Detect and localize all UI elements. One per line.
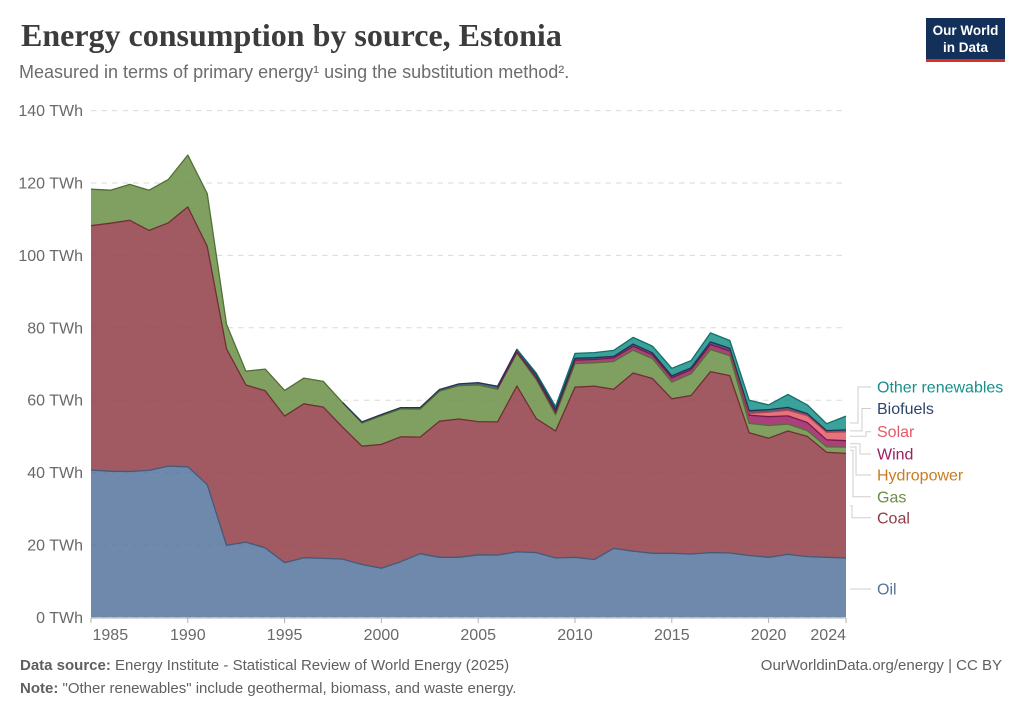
svg-text:2020: 2020 [751, 627, 787, 644]
svg-text:1985: 1985 [93, 627, 129, 644]
svg-text:Gas: Gas [877, 489, 906, 506]
svg-text:80 TWh: 80 TWh [27, 320, 83, 337]
svg-text:100 TWh: 100 TWh [18, 248, 83, 265]
svg-text:2015: 2015 [654, 627, 690, 644]
svg-text:2010: 2010 [557, 627, 593, 644]
svg-text:2000: 2000 [364, 627, 400, 644]
svg-text:1990: 1990 [170, 627, 206, 644]
svg-text:40 TWh: 40 TWh [27, 465, 83, 482]
svg-text:2024: 2024 [810, 627, 846, 644]
svg-text:Coal: Coal [877, 510, 910, 527]
svg-text:Wind: Wind [877, 447, 913, 464]
svg-text:Oil: Oil [877, 582, 897, 599]
svg-text:Biofuels: Biofuels [877, 401, 934, 418]
svg-text:20 TWh: 20 TWh [27, 538, 83, 555]
svg-text:120 TWh: 120 TWh [18, 176, 83, 193]
svg-text:1995: 1995 [267, 627, 303, 644]
svg-text:2005: 2005 [460, 627, 496, 644]
svg-text:0 TWh: 0 TWh [36, 610, 83, 627]
svg-text:Solar: Solar [877, 424, 915, 441]
svg-text:Other renewables: Other renewables [877, 380, 1003, 397]
svg-text:60 TWh: 60 TWh [27, 393, 83, 410]
svg-text:140 TWh: 140 TWh [18, 103, 83, 120]
svg-text:Hydropower: Hydropower [877, 468, 964, 485]
